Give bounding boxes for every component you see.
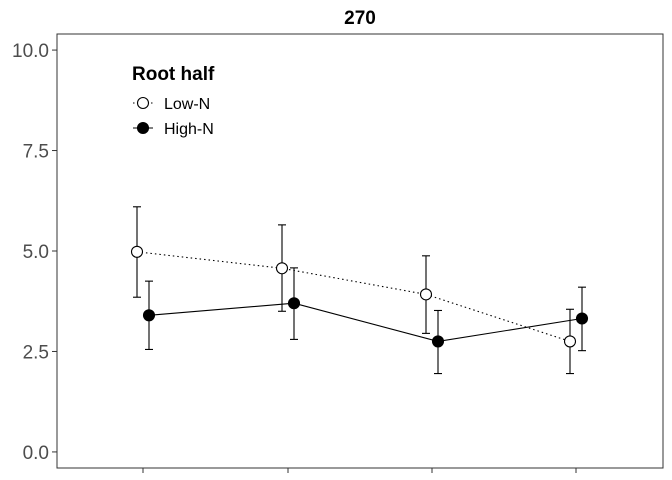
data-point bbox=[275, 262, 289, 275]
series-layer bbox=[130, 206, 589, 375]
x-axis bbox=[142, 468, 577, 473]
y-axis: 0.0 2.5 5.0 7.5 10.0 bbox=[12, 41, 57, 464]
data-point bbox=[287, 297, 301, 310]
data-point bbox=[431, 335, 445, 348]
y-tick-label: 0.0 bbox=[23, 443, 49, 464]
data-point bbox=[142, 309, 156, 322]
data-point bbox=[563, 335, 577, 348]
series-line bbox=[148, 302, 583, 342]
legend-label: Low-N bbox=[164, 96, 210, 113]
y-tick-label: 10.0 bbox=[12, 41, 49, 62]
legend-entry-low-n: Low-N bbox=[133, 96, 210, 113]
legend-entry-high-n: High-N bbox=[133, 121, 214, 138]
chart-title: 270 bbox=[344, 8, 376, 29]
series-high-n bbox=[142, 267, 589, 375]
legend-entries: Low-N High-N bbox=[133, 96, 214, 138]
data-point bbox=[575, 312, 589, 325]
series-line bbox=[136, 251, 571, 342]
legend-title: Root half bbox=[132, 64, 215, 85]
data-point bbox=[419, 288, 433, 301]
legend-marker bbox=[136, 96, 150, 110]
series-low-n bbox=[130, 206, 577, 375]
y-tick-label: 7.5 bbox=[23, 142, 49, 163]
data-point bbox=[130, 245, 144, 258]
legend-label: High-N bbox=[164, 121, 214, 138]
legend: Root half Low-N High-N bbox=[132, 64, 215, 138]
y-tick-label: 2.5 bbox=[23, 342, 49, 363]
y-tick-label: 5.0 bbox=[23, 242, 49, 263]
plot-panel bbox=[56, 33, 664, 469]
legend-marker bbox=[136, 121, 150, 135]
